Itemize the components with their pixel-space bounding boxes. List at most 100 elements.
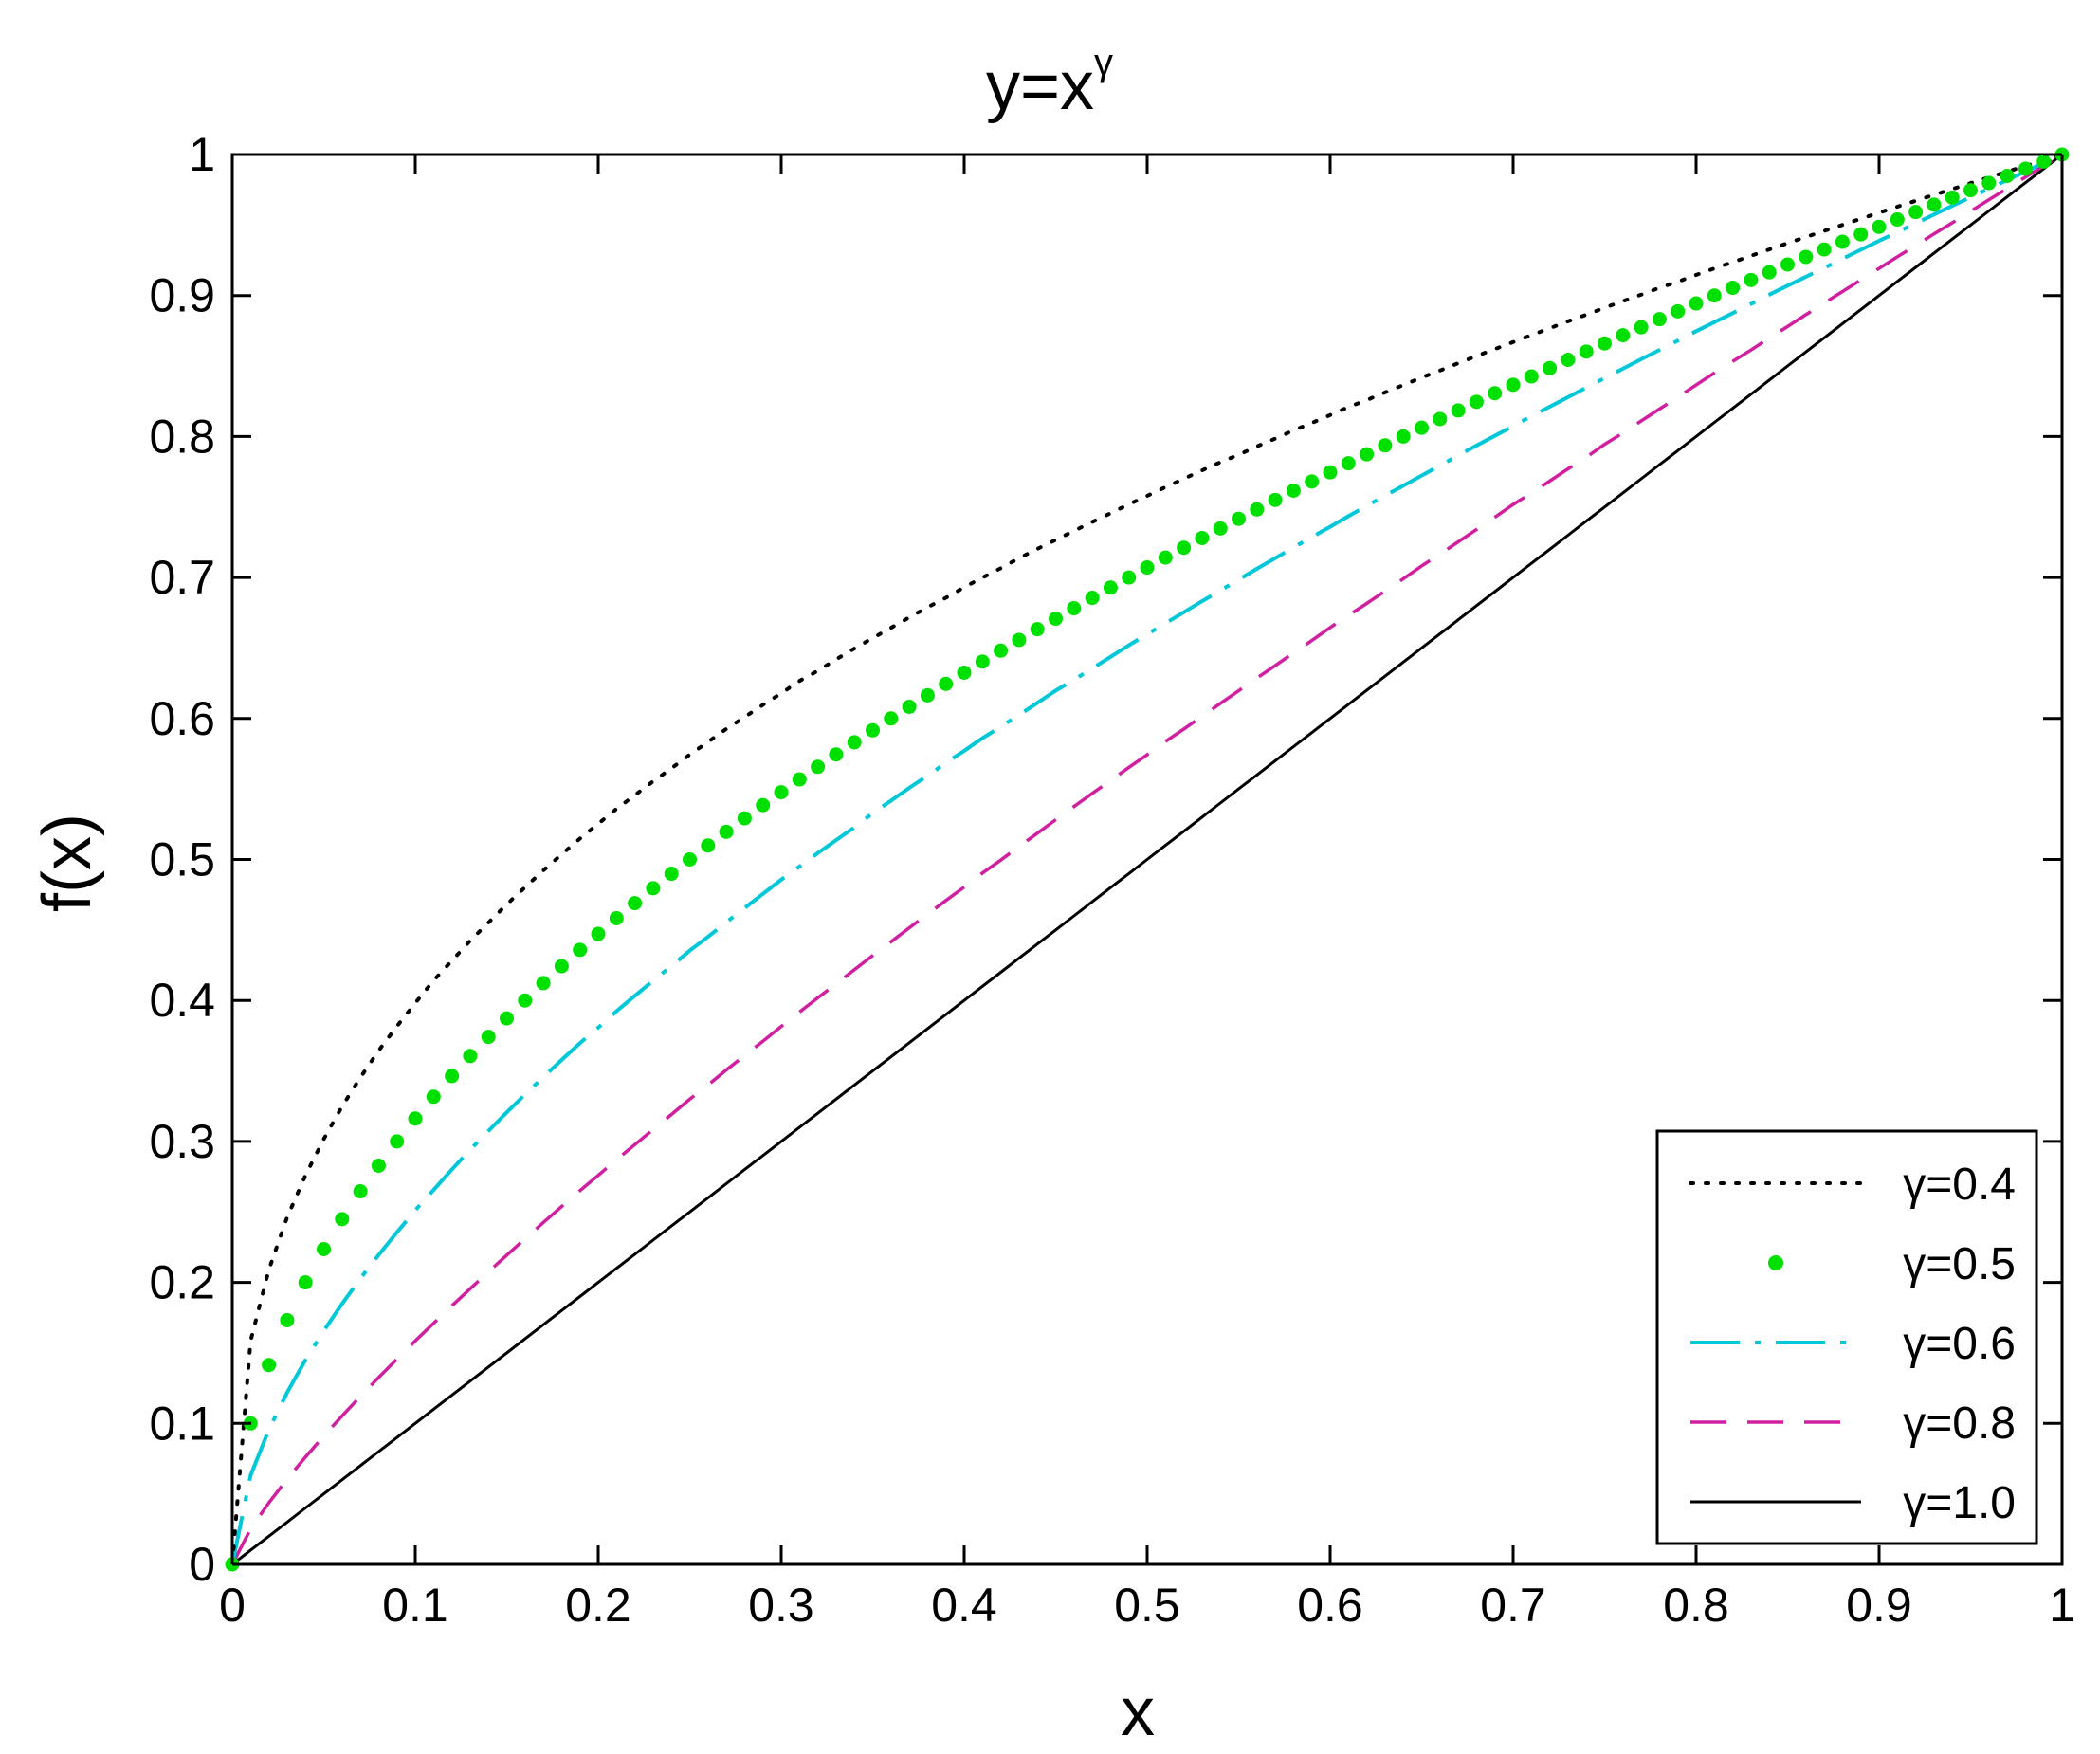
series-1-point-59	[1305, 474, 1320, 489]
series-1-point-24	[664, 867, 679, 882]
x-tick-label-5: 0.5	[1114, 1579, 1180, 1632]
series-1-point-88	[1835, 234, 1850, 249]
series-1-point-92	[1908, 205, 1924, 220]
series-4-line	[231, 153, 2063, 1566]
series-1-point-8	[371, 1158, 386, 1173]
x-tick-label-10: 1	[2049, 1579, 2075, 1632]
series-1-point-31	[792, 772, 807, 787]
legend-label-3: γ=0.8	[1903, 1398, 2016, 1449]
chart-title-base: y=x	[986, 48, 1094, 124]
series-1-point-14	[481, 1030, 496, 1045]
series-1-point-78	[1652, 312, 1667, 327]
series-1-point-45	[1049, 612, 1063, 627]
series-1-point-53	[1195, 530, 1210, 545]
y-axis-label: f(x)	[29, 813, 105, 912]
series-1-point-28	[737, 811, 752, 826]
series-1-point-3	[280, 1312, 295, 1327]
series-1-point-13	[463, 1049, 478, 1064]
x-tick-label-7: 0.7	[1480, 1579, 1546, 1632]
series-4	[231, 153, 2063, 1566]
series-1-point-12	[445, 1069, 460, 1084]
series-1-point-21	[609, 911, 624, 926]
series-1-point-44	[1030, 622, 1045, 637]
series-1-point-66	[1433, 411, 1448, 427]
series-2	[230, 153, 2063, 1565]
series-1-point-35	[866, 722, 880, 738]
series-1-point-85	[1780, 257, 1795, 272]
y-tick-label-0: 0	[189, 1538, 215, 1591]
series-1-point-75	[1598, 336, 1612, 351]
y-tick-label-2: 0.2	[149, 1256, 215, 1309]
series-1-point-2	[262, 1358, 277, 1373]
series-1-point-84	[1762, 265, 1777, 280]
series-1-point-52	[1177, 540, 1192, 556]
series-1-point-46	[1067, 601, 1082, 616]
series-1-point-95	[1963, 183, 1978, 198]
series-1-point-56	[1250, 502, 1265, 517]
series-1-point-99	[2036, 154, 2052, 169]
x-tick-label-2: 0.2	[565, 1579, 631, 1632]
series-1-point-83	[1744, 272, 1759, 287]
series-1-point-64	[1396, 429, 1411, 444]
series-1-point-18	[554, 959, 569, 974]
series-1-point-54	[1213, 521, 1228, 536]
series-1-point-98	[2018, 161, 2033, 176]
legend-label-0: γ=0.4	[1903, 1160, 2016, 1210]
series-1-point-36	[884, 711, 899, 726]
series-1-point-5	[317, 1242, 331, 1257]
series-1-point-55	[1232, 511, 1246, 526]
x-tick-label-0: 0	[219, 1579, 246, 1632]
series-1-point-97	[2000, 168, 2015, 183]
series-1-point-80	[1689, 296, 1704, 311]
series-1-point-38	[920, 687, 935, 703]
y-tick-label-4: 0.4	[149, 974, 215, 1027]
x-tick-label-4: 0.4	[931, 1579, 997, 1632]
series-1-point-9	[390, 1134, 405, 1149]
series-1-point-67	[1451, 403, 1466, 418]
series-1-point-71	[1524, 369, 1539, 384]
series-1-point-87	[1817, 242, 1832, 257]
y-tick-label-9: 0.9	[149, 269, 215, 322]
series-1-point-72	[1543, 360, 1558, 375]
y-tick-label-6: 0.6	[149, 692, 215, 745]
chart-title: y=xγ	[986, 42, 1113, 124]
series-1-point-62	[1360, 447, 1375, 462]
series-1-point-82	[1726, 281, 1741, 296]
x-axis-label: x	[1121, 1674, 1155, 1750]
series-1-point-32	[811, 759, 826, 775]
series-1-point-34	[847, 735, 862, 750]
legend-label-4: γ=1.0	[1903, 1478, 2016, 1528]
y-tick-label-5: 0.5	[149, 833, 215, 886]
series-1-point-11	[426, 1089, 441, 1105]
x-tick-label-1: 0.1	[382, 1579, 448, 1632]
series-1-point-6	[335, 1212, 350, 1227]
series-1-point-27	[719, 824, 734, 839]
series-1-point-91	[1890, 212, 1905, 228]
series-1-point-79	[1671, 303, 1686, 319]
series-1-point-50	[1140, 560, 1155, 576]
series-1-point-30	[774, 785, 789, 800]
series-1-point-93	[1927, 197, 1942, 212]
series-1-point-29	[756, 797, 771, 813]
series-1	[225, 147, 2070, 1572]
legend-item-4: γ=1.0	[1690, 1478, 2016, 1528]
series-1-point-15	[500, 1011, 514, 1026]
x-tick-label-9: 0.9	[1846, 1579, 1912, 1632]
series-1-point-60	[1323, 465, 1338, 480]
series-1-point-40	[957, 665, 972, 680]
series-1-point-89	[1853, 227, 1869, 242]
series-1-point-33	[829, 747, 844, 762]
series-1-point-90	[1872, 219, 1887, 234]
series-1-point-61	[1341, 456, 1356, 471]
series-1-point-58	[1286, 484, 1301, 499]
series-1-point-69	[1488, 386, 1503, 401]
series-1-point-19	[573, 942, 588, 958]
series-1-point-25	[683, 852, 697, 867]
series-1-point-81	[1707, 288, 1722, 303]
series-0-line	[230, 153, 2064, 1566]
series-1-point-48	[1103, 580, 1118, 595]
series-1-point-39	[939, 676, 954, 691]
series-1-point-68	[1469, 394, 1484, 410]
series-0	[230, 153, 2064, 1566]
